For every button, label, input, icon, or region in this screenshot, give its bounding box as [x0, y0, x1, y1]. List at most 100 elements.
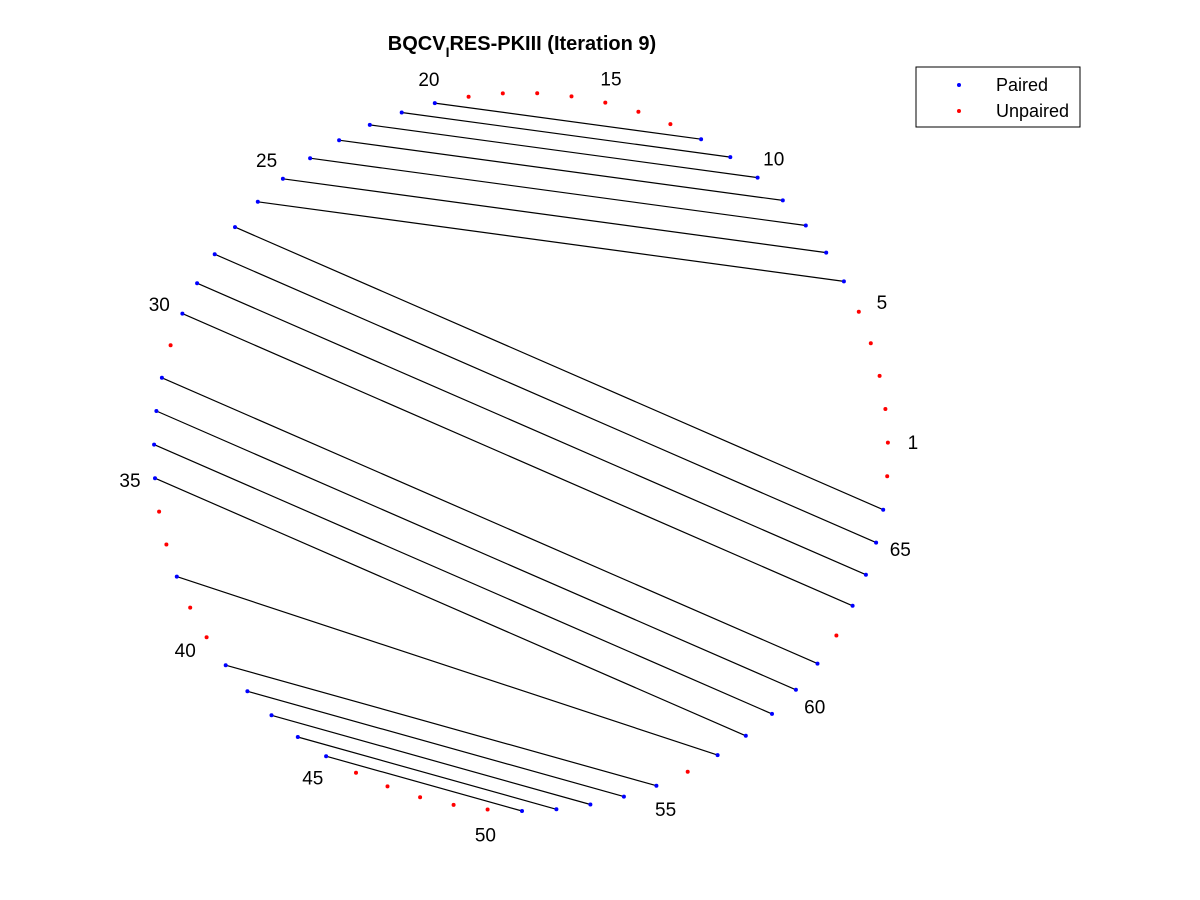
paired-dot — [280, 176, 285, 181]
unpaired-dot — [569, 94, 574, 99]
pair-chord — [156, 410, 797, 691]
position-label: 5 — [877, 293, 888, 314]
paired-dot — [212, 252, 217, 257]
paired-dot — [621, 794, 626, 799]
pair-chord — [196, 282, 867, 576]
unpaired-dot — [668, 122, 673, 127]
legend-unpaired-label: Unpaired — [996, 101, 1069, 121]
unpaired-dot — [485, 807, 490, 812]
legend-box — [915, 66, 1081, 128]
paired-dot — [255, 199, 260, 204]
paired-dot — [153, 476, 157, 481]
chart-title: BQCVIRES-PKIII (Iteration 9) — [388, 33, 656, 60]
pair-chords — [153, 102, 884, 812]
position-label: 20 — [418, 70, 439, 91]
position-label: 15 — [600, 69, 621, 90]
paired-dot — [195, 281, 200, 286]
paired-dot — [399, 110, 404, 115]
position-label: 50 — [475, 825, 496, 846]
unpaired-dot — [885, 440, 890, 445]
pair-chord — [310, 157, 806, 227]
position-label: 45 — [302, 768, 323, 789]
pair-chord — [434, 102, 702, 140]
pair-chord — [247, 690, 625, 798]
pair-chord — [271, 714, 591, 806]
unpaired-dot — [868, 341, 873, 346]
pair-chord — [401, 111, 731, 158]
pair-chord — [369, 124, 758, 179]
paired-dot — [770, 711, 774, 716]
position-label: 65 — [890, 540, 911, 561]
position-label: 55 — [655, 800, 676, 821]
paired-dot — [295, 735, 300, 739]
unpaired-dot — [385, 784, 390, 789]
paired-dot — [308, 156, 313, 161]
position-label: 60 — [804, 697, 825, 718]
unpaired-dot — [603, 100, 608, 105]
paired-dot — [728, 155, 733, 160]
paired-dot — [815, 661, 820, 666]
paired-dot — [152, 442, 157, 447]
paired-dot — [233, 225, 237, 230]
unpaired-dot — [535, 91, 540, 96]
pair-chord — [257, 201, 844, 282]
unpaired-dot — [466, 94, 471, 99]
unpaired-dot — [354, 770, 358, 775]
position-label: 40 — [175, 641, 196, 662]
paired-dot — [699, 137, 704, 142]
unpaired-dot — [418, 795, 423, 800]
paired-dot — [324, 754, 329, 759]
paired-dot — [863, 572, 868, 577]
pair-chord — [325, 755, 523, 812]
unpaired-dot — [685, 769, 690, 774]
paired-dot — [654, 783, 659, 788]
pair-chord — [153, 444, 773, 715]
paired-dot — [841, 279, 846, 284]
legend-unpaired-marker — [957, 109, 961, 113]
pair-chord — [282, 178, 827, 254]
paired-dot — [154, 409, 159, 413]
paired-dot — [269, 713, 274, 718]
paired-dot — [223, 663, 228, 668]
pair-chord — [214, 253, 877, 544]
legend: Paired Unpaired — [915, 66, 1081, 128]
paired-dot — [780, 198, 785, 203]
pair-chord — [176, 576, 718, 756]
paired-dot — [793, 687, 798, 692]
paired-dot — [174, 574, 179, 579]
paired-dot — [245, 689, 250, 694]
paired-dot — [180, 311, 185, 316]
paired-dot — [824, 250, 829, 255]
position-label: 10 — [763, 150, 784, 171]
pair-chord — [225, 664, 657, 787]
paired-dot — [755, 175, 760, 180]
paired-dot — [743, 733, 748, 738]
unpaired-dot — [834, 633, 839, 638]
paired-dot — [588, 802, 593, 807]
pair-chord — [161, 377, 818, 665]
pair-chord — [297, 736, 557, 810]
pair-chord — [154, 477, 747, 737]
unpaired-dot — [164, 542, 169, 547]
unpaired-dot — [856, 309, 861, 314]
legend-paired-label: Paired — [996, 75, 1048, 95]
unpaired-dot — [168, 343, 173, 348]
unpaired-dot — [451, 802, 456, 807]
paired-dot — [881, 507, 886, 512]
paired-dot — [432, 101, 437, 106]
paired-dot — [159, 375, 164, 380]
paired-dot — [715, 753, 720, 758]
paired-dot — [337, 138, 342, 143]
paired-dot — [850, 603, 855, 608]
paired-dot — [554, 807, 559, 812]
position-label: 35 — [119, 471, 140, 492]
paired-dot — [803, 223, 808, 228]
unpaired-dot — [877, 373, 882, 378]
unpaired-dot — [636, 109, 641, 114]
unpaired-dot — [500, 91, 505, 96]
unpaired-dot — [188, 605, 193, 610]
unpaired-dot — [157, 509, 162, 514]
position-label: 30 — [149, 295, 170, 316]
